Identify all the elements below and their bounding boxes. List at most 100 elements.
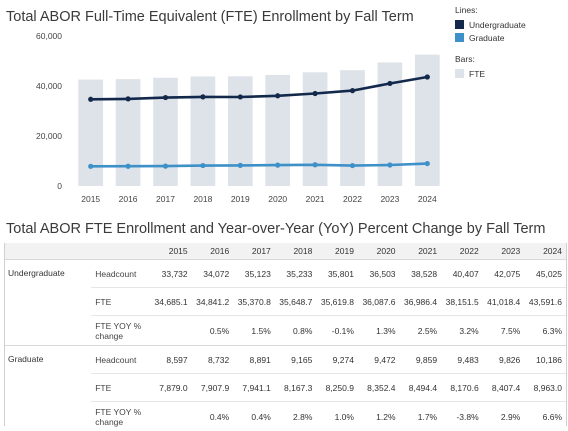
- legend-item-graduate[interactable]: Graduate: [455, 31, 526, 44]
- table-cell: 3.2%: [441, 316, 483, 346]
- header-year: 2019: [316, 243, 358, 260]
- graduate-point[interactable]: [387, 162, 392, 167]
- x-tick-label: 2022: [343, 194, 362, 204]
- metric-label: FTE YOY % change: [91, 402, 150, 431]
- table-cell: -3.8%: [441, 402, 483, 431]
- undergraduate-point[interactable]: [238, 94, 243, 99]
- header-year: 2017: [233, 243, 275, 260]
- graduate-point[interactable]: [275, 163, 280, 168]
- table-cell: 42,075: [483, 260, 525, 288]
- graduate-point[interactable]: [313, 162, 318, 167]
- table-cell: 0.8%: [275, 316, 317, 346]
- graduate-point[interactable]: [200, 163, 205, 168]
- legend-label-undergraduate: Undergraduate: [469, 20, 526, 30]
- undergraduate-point[interactable]: [200, 94, 205, 99]
- header-year: 2023: [483, 243, 525, 260]
- header-year: 2024: [524, 243, 566, 260]
- table-cell: 8,732: [192, 346, 234, 374]
- fte-bar[interactable]: [153, 78, 178, 186]
- legend-label-fte: FTE: [469, 69, 485, 79]
- header-year: 2016: [192, 243, 234, 260]
- table-cell: 43,591.6: [524, 288, 566, 316]
- table-cell: 38,528: [400, 260, 442, 288]
- table-header-row: 2015 2016 2017 2018 2019 2020 2021 2022 …: [4, 243, 566, 260]
- undergraduate-point[interactable]: [350, 88, 355, 93]
- metric-label: FTE: [91, 374, 150, 402]
- header-empty-group: [4, 243, 91, 260]
- table-cell: -0.1%: [316, 316, 358, 346]
- undergraduate-point[interactable]: [387, 81, 392, 86]
- graduate-point[interactable]: [126, 164, 131, 169]
- fte-bar[interactable]: [265, 75, 290, 186]
- table-cell: 35,233: [275, 260, 317, 288]
- graduate-line: [91, 164, 428, 167]
- header-empty-metric: [91, 243, 150, 260]
- table-cell: 7.5%: [483, 316, 525, 346]
- undergraduate-point[interactable]: [88, 97, 93, 102]
- table-cell: 35,619.8: [316, 288, 358, 316]
- x-tick-label: 2018: [193, 194, 212, 204]
- undergraduate-point[interactable]: [313, 91, 318, 96]
- fte-bar[interactable]: [228, 76, 253, 186]
- x-tick-label: 2023: [380, 194, 399, 204]
- fte-bar[interactable]: [303, 72, 328, 186]
- x-tick-label: 2021: [306, 194, 325, 204]
- fte-bar[interactable]: [116, 79, 141, 186]
- graduate-point[interactable]: [425, 161, 430, 166]
- y-tick-label: 20,000: [36, 131, 62, 141]
- fte-bar[interactable]: [78, 80, 103, 186]
- legend-label-graduate: Graduate: [469, 33, 504, 43]
- x-tick-label: 2024: [418, 194, 437, 204]
- table-cell: 1.5%: [233, 316, 275, 346]
- table-cell: 41,018.4: [483, 288, 525, 316]
- table-row: Undergraduate Headcount 33,732 34,072 35…: [4, 260, 566, 288]
- table-cell: 35,123: [233, 260, 275, 288]
- table-cell: [150, 402, 192, 431]
- table-cell: 10,186: [524, 346, 566, 374]
- table-cell: 8,352.4: [358, 374, 400, 402]
- metric-label: FTE YOY % change: [91, 316, 150, 346]
- legend-swatch-fte: [455, 69, 464, 78]
- table-cell: 33,732: [150, 260, 192, 288]
- table-cell: 9,483: [441, 346, 483, 374]
- undergraduate-point[interactable]: [163, 95, 168, 100]
- fte-bar[interactable]: [340, 70, 365, 186]
- table-cell: 1.3%: [358, 316, 400, 346]
- table-cell: 34,685.1: [150, 288, 192, 316]
- undergraduate-point[interactable]: [425, 74, 430, 79]
- legend-item-undergraduate[interactable]: Undergraduate: [455, 18, 526, 31]
- legend-lines: Lines: Undergraduate Graduate: [455, 5, 526, 44]
- undergraduate-point[interactable]: [126, 96, 131, 101]
- legend-swatch-graduate: [455, 33, 464, 42]
- table-cell: 36,986.4: [400, 288, 442, 316]
- enrollment-table: 2015 2016 2017 2018 2019 2020 2021 2022 …: [4, 243, 566, 431]
- legend-lines-header: Lines:: [455, 5, 526, 15]
- graduate-point[interactable]: [88, 164, 93, 169]
- metric-label: Headcount: [91, 346, 150, 374]
- fte-bar[interactable]: [415, 55, 440, 186]
- table-cell: 2.8%: [275, 402, 317, 431]
- legend-item-fte[interactable]: FTE: [455, 67, 485, 80]
- table-cell: 1.2%: [358, 402, 400, 431]
- x-tick-label: 2020: [268, 194, 287, 204]
- graduate-point[interactable]: [163, 164, 168, 169]
- header-year: 2021: [400, 243, 442, 260]
- x-tick-label: 2016: [119, 194, 138, 204]
- table-title: Total ABOR FTE Enrollment and Year-over-…: [6, 221, 545, 237]
- table-cell: 40,407: [441, 260, 483, 288]
- table-cell: 1.7%: [400, 402, 442, 431]
- table-cell: 36,087.6: [358, 288, 400, 316]
- header-year: 2022: [441, 243, 483, 260]
- table-cell: 35,648.7: [275, 288, 317, 316]
- graduate-point[interactable]: [238, 163, 243, 168]
- undergraduate-point[interactable]: [275, 93, 280, 98]
- table-cell: 0.4%: [233, 402, 275, 431]
- graduate-point[interactable]: [350, 163, 355, 168]
- table-cell: 35,801: [316, 260, 358, 288]
- y-tick-label: 60,000: [36, 31, 62, 41]
- table-cell: 1.0%: [316, 402, 358, 431]
- fte-bar[interactable]: [191, 76, 216, 186]
- table-cell: 35,370.8: [233, 288, 275, 316]
- table-cell: 45,025: [524, 260, 566, 288]
